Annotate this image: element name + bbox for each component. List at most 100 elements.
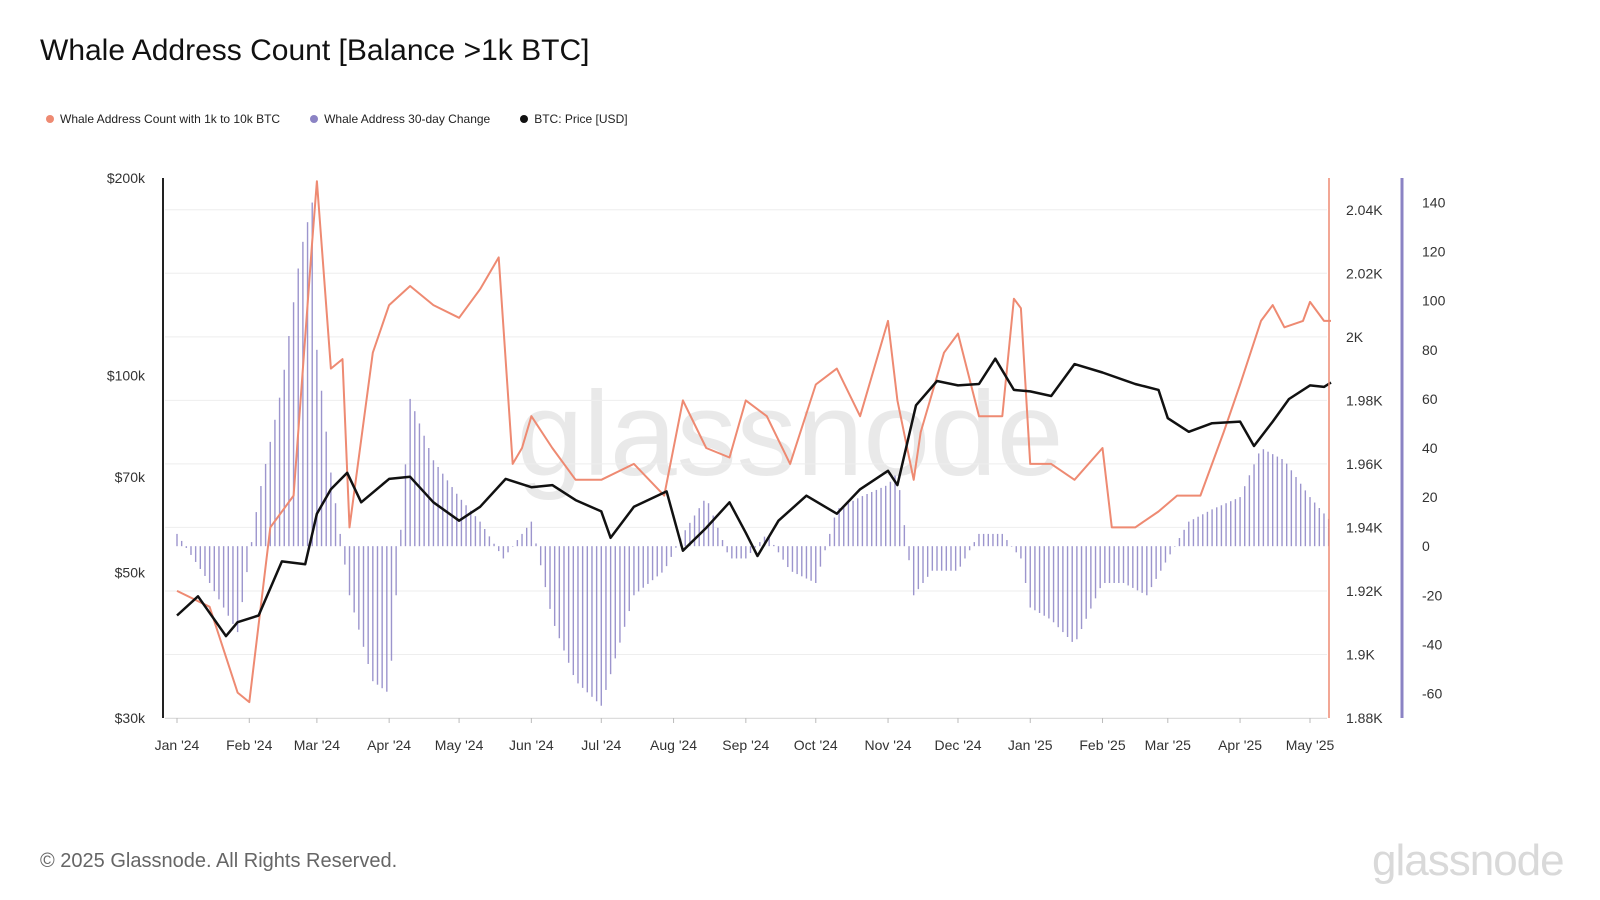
change-bar — [1015, 546, 1017, 553]
change-bar — [866, 494, 868, 547]
legend-item-30-day-change[interactable]: Whale Address 30-day Change — [310, 112, 490, 126]
change-bar — [474, 516, 477, 547]
change-bar — [1155, 546, 1157, 579]
change-bar — [922, 546, 924, 583]
change-bar — [325, 431, 327, 547]
change-bar — [414, 411, 416, 547]
change-bar — [1071, 546, 1073, 642]
change-bar — [1118, 546, 1120, 583]
change-bar — [381, 546, 383, 689]
change-bar — [1230, 501, 1232, 547]
change-bar — [605, 546, 607, 690]
change-bar — [1001, 533, 1003, 547]
change-bar — [1202, 514, 1204, 547]
change-tick-label: 20 — [1422, 489, 1438, 505]
change-bar — [964, 546, 966, 559]
x-tick-label: Apr '24 — [367, 737, 411, 753]
x-tick-label: Dec '24 — [934, 737, 981, 753]
change-bar — [460, 499, 463, 547]
change-bar — [600, 546, 602, 706]
change-bar — [940, 546, 943, 571]
change-bar — [1309, 497, 1311, 547]
change-bar — [1285, 463, 1288, 547]
change-bar — [717, 527, 719, 547]
count-tick-label: 1.94K — [1346, 519, 1383, 535]
change-bar — [838, 508, 840, 547]
change-bar — [1258, 453, 1260, 547]
change-bar — [1234, 499, 1237, 547]
change-bar — [880, 487, 882, 547]
change-bar — [1304, 490, 1307, 547]
legend-item-btc-price[interactable]: BTC: Price [USD] — [520, 112, 628, 126]
legend-label-btc-price: BTC: Price [USD] — [534, 112, 628, 126]
change-bar — [829, 533, 831, 547]
count-tick-label: 1.9K — [1346, 646, 1375, 662]
change-bar — [651, 546, 654, 581]
change-bar — [959, 546, 962, 567]
change-bar — [1164, 546, 1167, 563]
change-tick-label: -20 — [1422, 587, 1442, 603]
change-bar — [185, 546, 188, 548]
change-tick-label: -40 — [1422, 636, 1442, 652]
count-tick-label: 2.04K — [1346, 202, 1383, 218]
change-bar — [358, 546, 360, 630]
x-tick-label: Feb '24 — [226, 737, 272, 753]
change-bar — [987, 533, 989, 547]
change-bar — [484, 529, 486, 547]
change-bar — [1038, 546, 1041, 613]
x-tick-label: Feb '25 — [1079, 737, 1125, 753]
change-bar — [470, 510, 472, 547]
change-bar — [889, 481, 892, 547]
change-bar — [931, 546, 934, 571]
chart-legend: Whale Address Count with 1k to 10k BTC W… — [46, 112, 628, 126]
change-tick-label: 80 — [1422, 342, 1438, 358]
count-tick-label: 2K — [1346, 329, 1364, 345]
change-bar — [1313, 502, 1316, 547]
change-bar — [721, 540, 724, 547]
change-bar — [740, 546, 742, 559]
legend-label-whale-count: Whale Address Count with 1k to 10k BTC — [60, 112, 281, 126]
change-bar — [218, 546, 220, 600]
change-bar — [1052, 546, 1055, 623]
change-bar — [731, 546, 733, 559]
change-bar — [968, 546, 971, 551]
change-bar — [250, 542, 253, 547]
change-bar — [712, 515, 714, 547]
change-bar — [232, 546, 234, 624]
change-bar — [334, 503, 337, 547]
change-tick-label: 120 — [1422, 244, 1446, 260]
change-bar — [978, 533, 980, 547]
change-bar — [684, 530, 686, 547]
change-bar — [782, 546, 784, 560]
change-bar — [1062, 546, 1064, 633]
change-bar — [926, 546, 929, 577]
legend-item-whale-count[interactable]: Whale Address Count with 1k to 10k BTC — [46, 112, 280, 126]
change-tick-label: 40 — [1422, 440, 1438, 456]
price-tick-label: $100k — [107, 367, 146, 383]
change-bar — [264, 463, 267, 547]
change-bar — [619, 546, 621, 643]
change-bar — [1057, 546, 1059, 628]
change-bar — [1276, 456, 1279, 547]
change-bar — [1108, 546, 1111, 583]
change-tick-label: 100 — [1422, 293, 1446, 309]
price-tick-label: $70k — [115, 469, 146, 485]
x-tick-label: Mar '24 — [294, 737, 340, 753]
change-bar — [1174, 546, 1176, 547]
change-bar — [208, 546, 211, 583]
change-bar — [857, 498, 859, 547]
change-bar — [395, 546, 397, 596]
legend-dot-30-day-change — [310, 115, 319, 123]
change-bar — [996, 533, 999, 547]
count-tick-label: 1.98K — [1346, 392, 1383, 408]
change-bar — [698, 508, 700, 547]
page-title: Whale Address Count [Balance >1k BTC] — [40, 34, 590, 67]
change-bar — [1136, 546, 1139, 591]
change-bar — [1127, 546, 1129, 586]
change-bar — [908, 546, 910, 561]
change-bar — [824, 546, 826, 551]
change-bar — [372, 546, 374, 682]
change-bar — [1099, 546, 1101, 589]
change-bar — [512, 546, 514, 547]
